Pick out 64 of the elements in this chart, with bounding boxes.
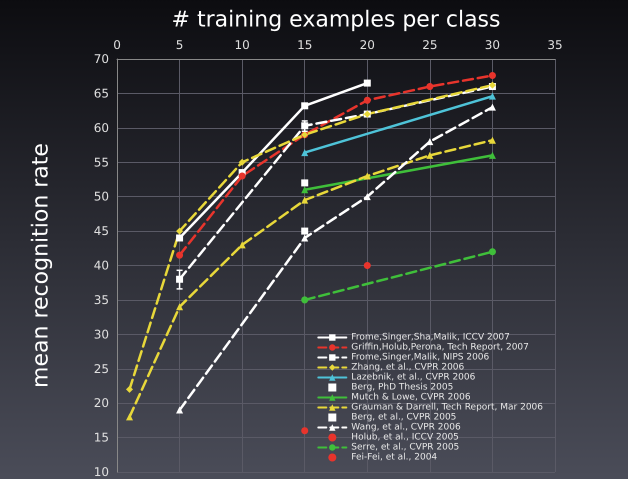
y-tick-label: 20 (94, 396, 109, 410)
x-tick-label: 25 (422, 38, 438, 52)
point (238, 241, 246, 248)
point (126, 386, 134, 393)
point (176, 406, 184, 414)
legend-label: Mutch & Lowe, CVPR 2006 (351, 392, 471, 402)
point (364, 262, 371, 269)
point (301, 102, 308, 110)
point (488, 72, 496, 80)
x-tick-label: 30 (484, 38, 500, 52)
y-tick-label: 30 (94, 327, 109, 342)
point (426, 152, 434, 159)
legend-label: Griffin,Holub,Perona, Tech Report, 2007 (351, 342, 529, 352)
legend-label: Fei-Fei, et al., 2004 (351, 452, 438, 462)
x-tick-label: 5 (176, 38, 184, 52)
legend-label: Wang, et al., CVPR 2006 (351, 422, 461, 432)
point (301, 179, 308, 186)
y-tick-label: 65 (94, 86, 109, 100)
point (176, 303, 184, 310)
point (301, 228, 308, 235)
x-tick-label: 20 (360, 38, 375, 52)
y-tick-label: 50 (94, 190, 109, 204)
point (364, 172, 371, 180)
point (238, 172, 246, 180)
y-tick-label: 55 (94, 155, 109, 170)
point (301, 234, 308, 242)
legend-label: Zhang, et al., CVPR 2006 (351, 362, 465, 372)
y-tick-label: 70 (94, 52, 109, 66)
point (364, 80, 371, 87)
point (301, 296, 308, 304)
x-tick-label: 15 (297, 38, 312, 52)
point (364, 193, 371, 200)
y-tick-label: 25 (94, 362, 109, 376)
point (176, 234, 184, 242)
point (301, 427, 308, 434)
legend-label: Lazebnik, et al., CVPR 2006 (351, 372, 476, 382)
x-axis-title: # training examples per class (172, 8, 500, 32)
y-tick-label: 10 (94, 465, 109, 479)
legend-label: Holub, et al., ICCV 2005 (351, 432, 459, 442)
point (176, 228, 184, 235)
y-tick-label: 40 (94, 258, 109, 272)
point (176, 252, 184, 259)
point (488, 248, 496, 256)
legend-label: Berg, et al., CVPR 2005 (351, 412, 456, 422)
x-tick-label: 35 (547, 38, 563, 52)
point (126, 413, 134, 420)
point (426, 83, 434, 90)
point (488, 104, 496, 111)
legend-label: Frome,Singer,Malik, NIPS 2006 (351, 352, 490, 362)
legend-label: Serre, et al., CVPR 2005 (351, 442, 460, 452)
y-tick-label: 35 (94, 292, 109, 307)
legend-label: Frome,Singer,Sha,Malik, ICCV 2007 (351, 332, 510, 342)
point (488, 136, 496, 144)
point (301, 196, 308, 204)
legend-label: Grauman & Darrell, Tech Report, Mar 2006 (351, 402, 544, 412)
point (238, 158, 246, 166)
point (364, 96, 371, 104)
y-tick-label: 45 (94, 224, 109, 238)
x-tick-label: 10 (234, 38, 250, 52)
y-tick-label: 60 (94, 120, 109, 135)
y-axis-title: mean recognition rate (28, 143, 54, 388)
y-tick-label: 15 (94, 430, 109, 445)
x-tick-label: 0 (113, 38, 121, 52)
legend-label: Berg, PhD Thesis 2005 (351, 382, 454, 392)
